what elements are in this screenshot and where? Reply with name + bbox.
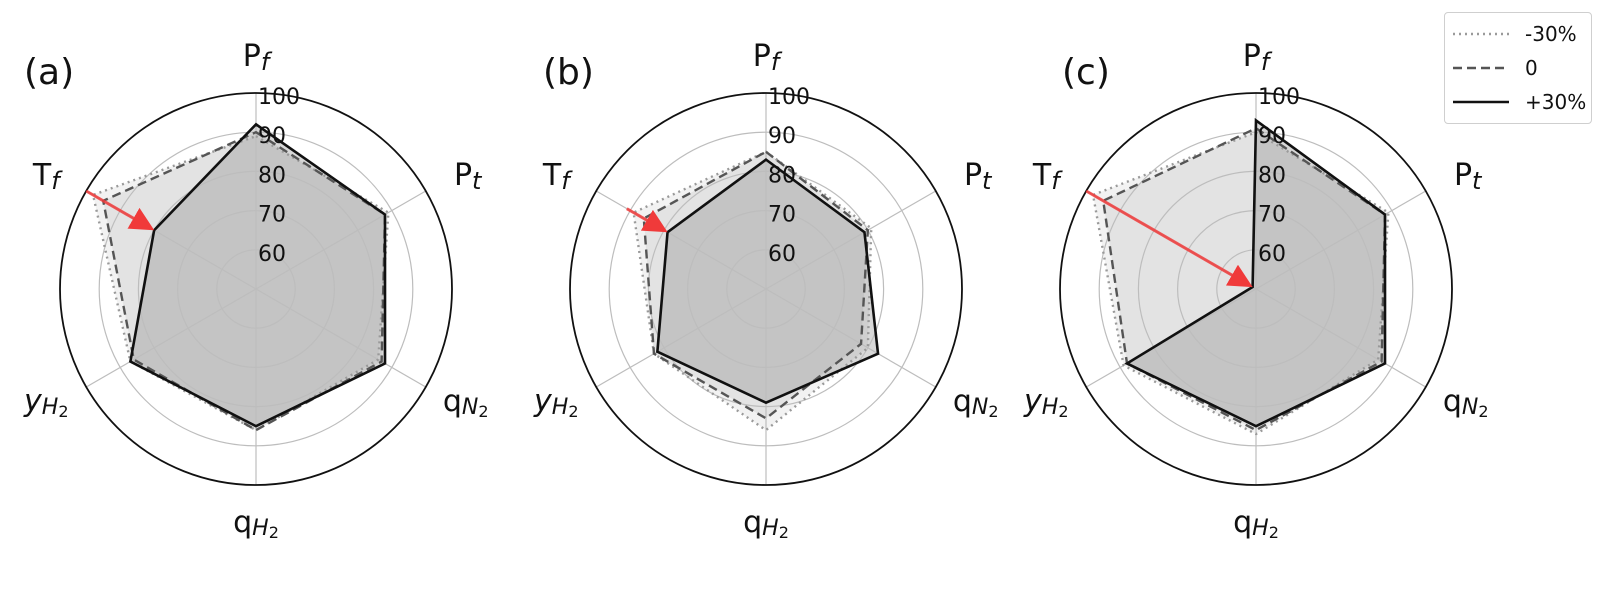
spoke-q-n2 xyxy=(255,288,427,388)
axis-label-p-f: Pf xyxy=(1243,39,1273,77)
legend-entry-minus30: -30% xyxy=(1453,19,1589,49)
r-tick-label-80: 80 xyxy=(1258,163,1286,188)
r-tick-label-80: 80 xyxy=(768,163,796,188)
spoke-y-h2 xyxy=(595,288,767,388)
spoke-p-t xyxy=(255,190,427,290)
outer-frame xyxy=(59,92,453,486)
axis-label-q-n2: qN2 xyxy=(1443,384,1489,421)
axis-label-q-n2: qN2 xyxy=(443,384,489,421)
series-fill-0 xyxy=(93,136,389,431)
axis-label-q-n2: qN2 xyxy=(953,384,999,421)
spoke-t-f xyxy=(595,190,767,290)
panel-label-a: (a) xyxy=(24,52,75,93)
r-tick-label-90: 90 xyxy=(1258,124,1286,149)
legend-swatch-dashed xyxy=(1453,66,1509,70)
axis-label-p-f: Pf xyxy=(243,39,273,77)
series-fill-1 xyxy=(103,132,386,431)
axis-label-p-t: Pt xyxy=(964,158,993,196)
legend-label-zero: 0 xyxy=(1525,56,1538,80)
r-tick-label-90: 90 xyxy=(768,124,796,149)
axis-label-q-h2: qH2 xyxy=(1233,505,1279,542)
legend-label-minus30: -30% xyxy=(1525,22,1577,46)
axis-label-p-t: Pt xyxy=(1454,158,1483,196)
axis-label-t-f: Tf xyxy=(1032,158,1063,196)
series-fill-1 xyxy=(643,151,868,419)
radar-panel-b: 60 70 80 90 100 Pf Pt qN2 qH2 yH2 Tf xyxy=(533,39,999,542)
series-fill-2 xyxy=(130,124,386,427)
series-fill-0 xyxy=(633,151,872,431)
tf-change-arrow xyxy=(626,207,668,233)
r-tick-label-60: 60 xyxy=(1258,242,1286,267)
axis-label-p-f: Pf xyxy=(753,39,783,77)
tf-change-arrow xyxy=(85,189,155,231)
axis-label-p-t: Pt xyxy=(454,158,483,196)
outer-frame xyxy=(569,92,963,486)
axis-label-q-h2: qH2 xyxy=(233,505,279,542)
legend-swatch-solid xyxy=(1453,100,1509,104)
spoke-q-n2 xyxy=(1255,288,1427,388)
panel-label-c: (c) xyxy=(1062,52,1110,93)
r-tick-label-100: 100 xyxy=(1258,85,1300,110)
spoke-p-t xyxy=(1255,190,1427,290)
r-tick-label-80: 80 xyxy=(258,163,286,188)
r-tick-label-70: 70 xyxy=(258,203,286,228)
axis-label-t-f: Tf xyxy=(32,158,63,196)
series-line-1 xyxy=(642,150,870,420)
outer-frame xyxy=(1059,92,1453,486)
spoke-y-h2 xyxy=(85,288,257,388)
r-tick-label-90: 90 xyxy=(258,124,286,149)
legend-entry-zero: 0 xyxy=(1453,53,1589,83)
legend: -30% 0 +30% xyxy=(1444,12,1592,124)
r-tick-label-100: 100 xyxy=(768,85,810,110)
r-tick-label-70: 70 xyxy=(768,203,796,228)
radar-panel-a: 60 70 80 90 100 Pf Pt qN2 qH2 yH2 Tf xyxy=(23,39,489,542)
axis-label-y-h2: yH2 xyxy=(1023,384,1069,421)
spoke-p-t xyxy=(765,190,937,290)
r-tick-label-60: 60 xyxy=(258,242,286,267)
series-fill-2 xyxy=(657,159,879,403)
axis-label-q-h2: qH2 xyxy=(743,505,789,542)
r-tick-label-60: 60 xyxy=(768,242,796,267)
axis-label-y-h2: yH2 xyxy=(533,384,579,421)
legend-swatch-dotted xyxy=(1453,32,1509,36)
panel-label-b: (b) xyxy=(543,52,594,93)
legend-label-plus30: +30% xyxy=(1525,90,1587,114)
legend-entry-plus30: +30% xyxy=(1453,87,1589,117)
tf-change-arrow xyxy=(1085,189,1253,288)
r-tick-label-70: 70 xyxy=(1258,203,1286,228)
spoke-q-n2 xyxy=(765,288,937,388)
axis-label-y-h2: yH2 xyxy=(23,384,69,421)
r-tick-label-100: 100 xyxy=(258,85,300,110)
axis-label-t-f: Tf xyxy=(542,158,573,196)
series-line-0 xyxy=(1091,130,1390,436)
radar-panel-c: 60 70 80 90 100 Pf Pt qN2 qH2 yH2 Tf xyxy=(1023,39,1489,542)
